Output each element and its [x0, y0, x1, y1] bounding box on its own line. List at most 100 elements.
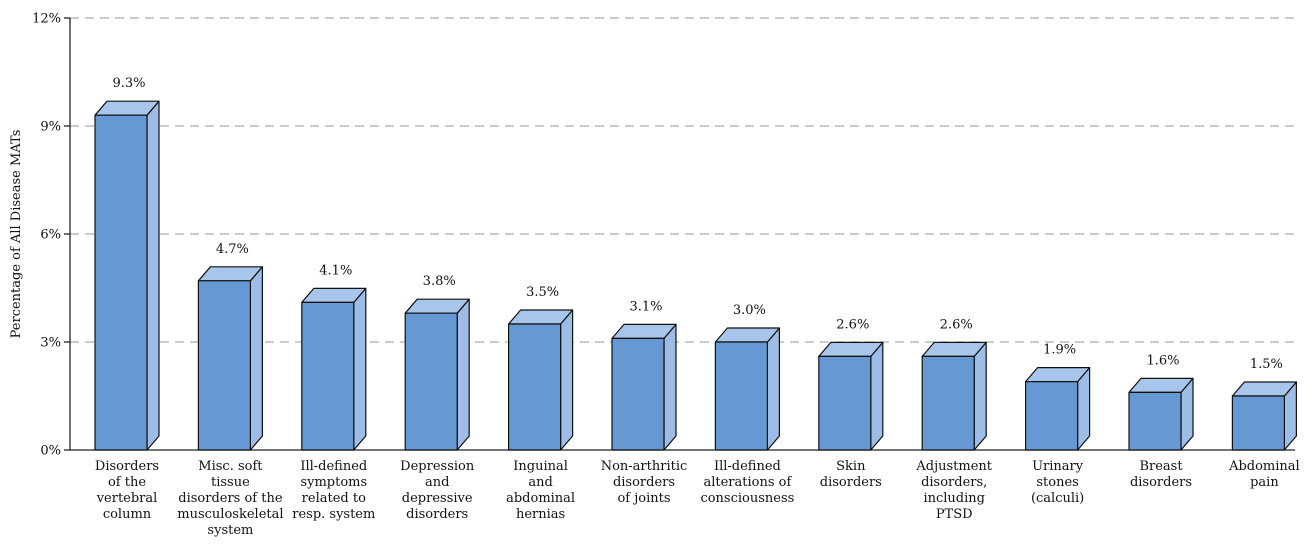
bar-side-face — [870, 341, 884, 451]
bar-top-face — [611, 323, 677, 339]
category-label: Inguinal and abdominal hernias — [506, 459, 575, 522]
category-label-line: disorders, — [921, 475, 987, 490]
bar — [1128, 377, 1194, 451]
data-label: 1.5% — [1250, 357, 1283, 372]
bar — [611, 323, 677, 451]
bar-side-face — [559, 309, 574, 451]
bar — [1231, 381, 1298, 451]
y-tick-label: 3% — [40, 336, 61, 351]
data-labels: 9.3% 4.7% 4.1% 3.8% 3.5% 3.1% 3.0% 2.6% 2.6% 1.9%… — [112, 76, 1282, 372]
bar-front-face — [1128, 391, 1182, 451]
bar-front-face — [1231, 395, 1286, 451]
bar-front-face — [1024, 381, 1079, 451]
bar-side-face — [146, 100, 160, 451]
data-label: 3.8% — [423, 274, 456, 289]
bar — [404, 298, 470, 451]
bar — [1024, 367, 1091, 451]
gridlines — [70, 17, 1295, 343]
bars — [94, 100, 1298, 451]
bar-side-face — [249, 266, 263, 451]
data-label: 9.3% — [112, 76, 145, 91]
category-label-line: Inguinal — [513, 459, 568, 474]
category-label-line: symptoms — [300, 475, 367, 490]
category-label: Ill-defined symptoms related to resp. syste… — [292, 459, 375, 522]
category-label-line: Abdominal — [1228, 459, 1300, 474]
bar-front-face — [94, 114, 148, 451]
axes: 0% 3% 6% 9% 12% — [32, 12, 1295, 459]
category-label-line: and — [528, 475, 552, 490]
category-label-line: Urinary — [1032, 459, 1084, 474]
category-label-line: Breast — [1139, 459, 1183, 474]
category-label-line: disorders — [820, 475, 882, 490]
category-label-line: abdominal — [506, 491, 575, 506]
bar-front-face — [818, 355, 872, 451]
bar — [301, 287, 367, 451]
y-axis-title: Percentage of All Disease MATs — [9, 130, 24, 339]
bar-top-face — [1128, 377, 1194, 393]
category-label-line: Ill-defined — [714, 459, 781, 474]
bar-front-face — [921, 355, 975, 451]
bar-top-face — [301, 287, 367, 303]
bar-top-face — [404, 298, 470, 314]
bar — [818, 341, 884, 451]
y-tick-label: 9% — [40, 120, 61, 135]
bar-side-face — [766, 327, 781, 451]
category-label-line: disorders — [406, 507, 468, 522]
category-label: Adjustment disorders, including PTSD — [915, 459, 992, 522]
bar-side-face — [456, 298, 470, 451]
bar-front-face — [611, 337, 665, 451]
bar-side-face — [973, 341, 987, 451]
category-label: Depression and depressive disorders — [400, 459, 475, 522]
data-label: 3.0% — [733, 303, 766, 318]
category-label-line: resp. system — [292, 507, 375, 522]
category-label-line: Non-arthritic — [601, 459, 688, 474]
category-label-line: related to — [302, 491, 366, 506]
category-label-line: Depression — [400, 459, 475, 474]
category-label: Disorders of the vertebral column — [95, 459, 159, 522]
bar — [197, 266, 263, 451]
category-label-line: including — [923, 491, 985, 506]
category-label: Urinary stones (calculi) — [1031, 459, 1084, 506]
category-label-line: disorders — [613, 475, 675, 490]
category-label-line: disorders — [1130, 475, 1192, 490]
bar-top-face — [1024, 367, 1091, 383]
data-label: 3.1% — [629, 299, 662, 314]
category-label-line: and — [425, 475, 449, 490]
category-label-line: musculoskeletal — [177, 507, 283, 522]
category-label-line: of joints — [617, 491, 670, 506]
bar-side-face — [353, 287, 367, 451]
bar-front-face — [197, 280, 251, 451]
category-label-line: (calculi) — [1031, 491, 1084, 506]
data-label: 4.7% — [216, 242, 249, 257]
category-label: Breast disorders — [1130, 459, 1192, 490]
bar-front-face — [404, 312, 458, 451]
bar-top-face — [508, 309, 574, 325]
category-label-line: column — [103, 507, 152, 522]
category-label-line: disorders of the — [178, 491, 283, 506]
data-label: 1.6% — [1146, 353, 1179, 368]
category-label-line: PTSD — [936, 507, 973, 522]
bar-top-face — [1231, 381, 1298, 397]
bar-top-face — [94, 100, 160, 116]
category-label-line: tissue — [211, 475, 250, 490]
data-label: 2.6% — [836, 317, 869, 332]
data-label: 4.1% — [319, 263, 352, 278]
bar — [714, 327, 781, 451]
y-tick-label: 6% — [40, 228, 61, 243]
category-label-line: system — [207, 523, 253, 538]
bar-top-face — [197, 266, 263, 282]
category-label-line: vertebral — [96, 491, 158, 506]
y-tick-label: 12% — [32, 12, 61, 27]
category-label: Non-arthritic disorders of joints — [601, 459, 688, 506]
category-label-line: pain — [1250, 475, 1279, 490]
bar — [921, 341, 987, 451]
category-label-line: alterations of — [703, 475, 792, 490]
category-label: Misc. soft tissue disorders of the musculos… — [177, 459, 283, 538]
bar-front-face — [714, 341, 769, 451]
category-label-line: Ill-defined — [300, 459, 367, 474]
bar — [94, 100, 160, 451]
category-label: Ill-defined alterations of consciousness — [700, 459, 794, 506]
category-labels: Disorders of the vertebral column Misc. soft… — [95, 459, 1300, 538]
category-label: Abdominal pain — [1228, 459, 1300, 490]
